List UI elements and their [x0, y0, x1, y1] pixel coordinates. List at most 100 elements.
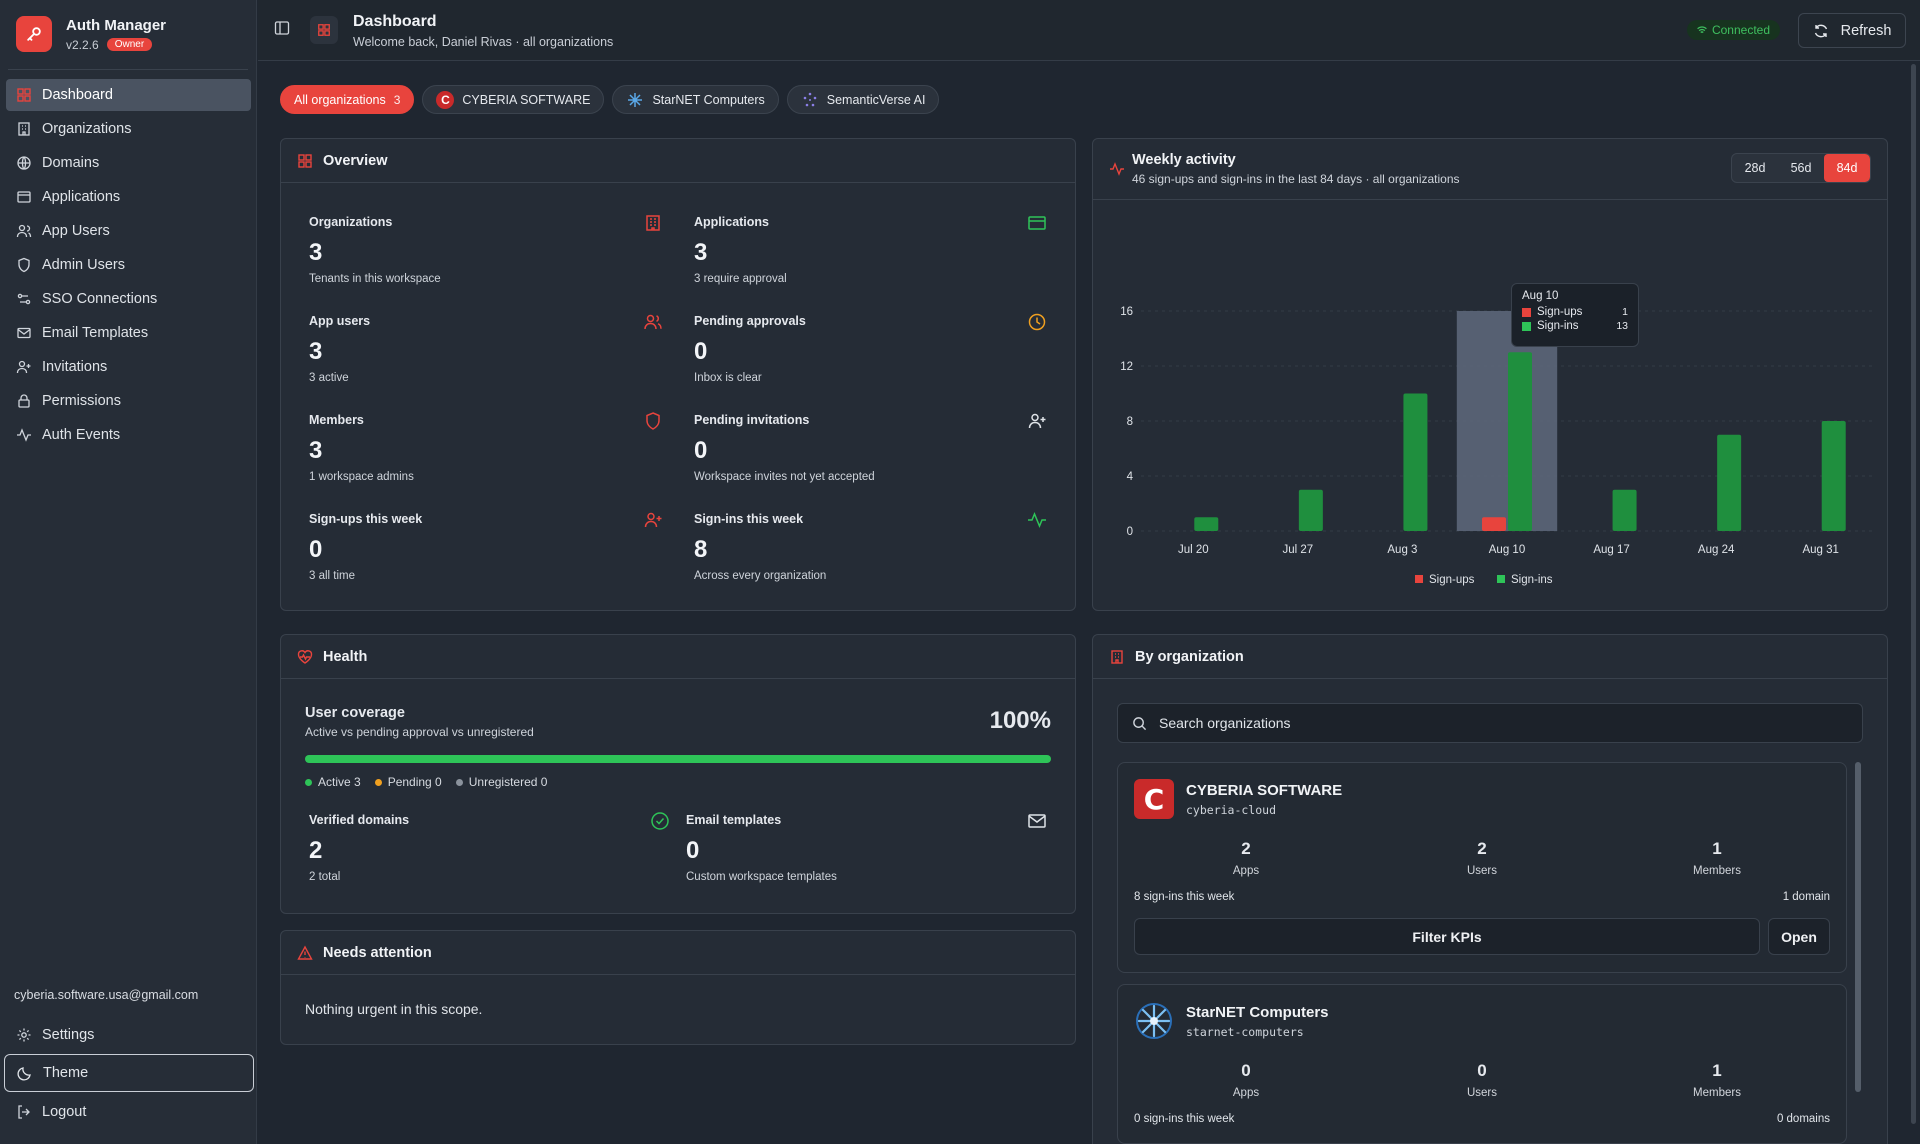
weekly-activity-title: Weekly activity: [1132, 152, 1236, 168]
user-plus-icon: [643, 510, 663, 533]
chip-label: StarNET Computers: [652, 92, 765, 107]
logout-label: Logout: [42, 1104, 87, 1120]
sidebar-item-organizations[interactable]: Organizations: [6, 113, 251, 145]
org-list-scrollbar[interactable]: [1855, 762, 1861, 1092]
kpi-label: App users: [309, 314, 371, 328]
org-name: StarNET Computers: [1186, 1004, 1329, 1021]
kpi-applications[interactable]: Applications 3 3 require approval: [694, 215, 787, 285]
org-slug: cyberia-cloud: [1186, 803, 1277, 817]
filter-kpis-button[interactable]: Filter KPIs: [1134, 918, 1760, 955]
kpi-sign-ins-this-week[interactable]: Sign-ins this week 8 Across every organi…: [694, 512, 826, 582]
x-tick-label: Aug 10: [1489, 544, 1525, 556]
chip-semanticverse-ai[interactable]: SemanticVerse AI: [786, 85, 940, 114]
needs-attention-title: Needs attention: [323, 944, 432, 961]
divider: [8, 69, 248, 70]
kpi-verified-domains[interactable]: Verified domains 2 2 total: [309, 813, 409, 883]
starnet-logo-icon: [1134, 1001, 1174, 1041]
sidebar-toggle-icon[interactable]: [274, 20, 290, 39]
sidebar-item-applications[interactable]: Applications: [6, 181, 251, 213]
activity-icon: [1027, 510, 1047, 533]
cyberia-logo-icon: C: [436, 90, 455, 109]
sidebar-item-email-templates[interactable]: Email Templates: [6, 317, 251, 349]
range-84d[interactable]: 84d: [1824, 154, 1870, 182]
overview-title: Overview: [323, 152, 388, 169]
chip-cyberia-software[interactable]: C CYBERIA SOFTWARE: [422, 85, 605, 114]
kpi-pending-invitations[interactable]: Pending invitations 0 Workspace invites …: [694, 413, 875, 483]
needs-attention-card: Needs attention Nothing urgent in this s…: [280, 930, 1076, 1045]
sidebar-item-domains[interactable]: Domains: [6, 147, 251, 179]
sidebar-item-permissions[interactable]: Permissions: [6, 385, 251, 417]
y-tick-label: 12: [1120, 361, 1133, 373]
search-icon: [1133, 716, 1147, 730]
activity-icon: [1109, 161, 1125, 180]
cyberia-logo-icon: C: [1134, 779, 1174, 819]
kpi-pending-approvals[interactable]: Pending approvals 0 Inbox is clear: [694, 314, 806, 384]
search-input[interactable]: Search organizations: [1117, 703, 1863, 743]
range-28d[interactable]: 28d: [1744, 161, 1766, 175]
check-circle-icon: [650, 811, 670, 834]
org-card-starnet-computers: StarNET Computers starnet-computers 0 App…: [1117, 984, 1847, 1144]
tooltip-date: Aug 10: [1522, 290, 1559, 302]
kpi-label: Applications: [694, 215, 770, 229]
grid-icon: [298, 153, 312, 168]
by-organization-title: By organization: [1135, 648, 1244, 665]
kpi-app-users[interactable]: App users 3 3 active: [309, 314, 370, 384]
kpi-value: 8: [694, 536, 708, 563]
health-card: Health User coverage Active vs pending a…: [280, 634, 1076, 914]
building-icon: [18, 122, 30, 136]
page-scrollbar[interactable]: [1911, 64, 1916, 1124]
building-icon: [1111, 649, 1123, 664]
bar-sign-ins: [1612, 489, 1637, 531]
alert-triangle-icon: [297, 945, 313, 960]
overview-card: Overview Organizations 3 Tenants in this…: [280, 138, 1076, 611]
legend-swatch: [1497, 575, 1505, 583]
sidebar-item-app-users[interactable]: App Users: [6, 215, 251, 247]
kpi-value: 2: [309, 837, 323, 864]
sidebar-item-label: Admin Users: [42, 257, 125, 273]
tooltip-label: Sign-ups: [1537, 306, 1583, 318]
wifi-icon: [1697, 26, 1707, 34]
x-tick-label: Aug 17: [1593, 544, 1629, 556]
org-stat-users: 2 Users: [1466, 839, 1498, 877]
logout-button[interactable]: Logout: [4, 1093, 254, 1131]
theme-button[interactable]: Theme: [4, 1054, 254, 1092]
tooltip-swatch: [1522, 307, 1531, 317]
sidebar-item-label: SSO Connections: [42, 291, 158, 307]
page-title: Dashboard: [353, 13, 437, 30]
key-icon: [16, 16, 52, 52]
mail-icon: [1027, 811, 1047, 834]
kpi-members[interactable]: Members 3 1 workspace admins: [309, 413, 414, 483]
chip-all-organizations[interactable]: All organizations 3: [280, 85, 415, 114]
bar-sign-ins: [1508, 352, 1532, 531]
kpi-note: Custom workspace templates: [686, 871, 837, 883]
kpi-email-templates[interactable]: Email templates 0 Custom workspace templ…: [686, 813, 837, 883]
needs-attention-message: Nothing urgent in this scope.: [305, 1001, 483, 1017]
sidebar: Auth Manager v2.2.6 Owner Dashboard Orga…: [0, 0, 257, 1144]
kpi-note: 3 require approval: [694, 273, 787, 285]
bar-sign-ins: [1717, 434, 1742, 531]
sidebar-item-auth-events[interactable]: Auth Events: [6, 419, 251, 451]
tooltip-value: 1: [1622, 306, 1628, 318]
org-domains: 1 domain: [1782, 891, 1830, 903]
chip-starnet-computers[interactable]: StarNET Computers: [612, 85, 779, 114]
open-org-button[interactable]: Open: [1768, 918, 1830, 955]
org-stat-apps: 0 Apps: [1232, 1061, 1260, 1099]
sidebar-item-sso-connections[interactable]: SSO Connections: [6, 283, 251, 315]
kpi-sign-ups-this-week[interactable]: Sign-ups this week 0 3 all time: [309, 512, 422, 582]
legend-label: Sign-ups: [1429, 574, 1475, 586]
refresh-button[interactable]: Refresh: [1798, 13, 1906, 48]
y-tick-label: 8: [1127, 416, 1133, 428]
connection-status-label: Connected: [1711, 23, 1770, 37]
settings-button[interactable]: Settings: [4, 1016, 254, 1054]
coverage-percent: 100%: [989, 707, 1051, 734]
legend-active: Active 3: [305, 775, 361, 789]
sidebar-item-dashboard[interactable]: Dashboard: [6, 79, 251, 111]
sidebar-item-invitations[interactable]: Invitations: [6, 351, 251, 383]
tooltip-value: 13: [1616, 320, 1628, 332]
range-56d[interactable]: 56d: [1790, 161, 1812, 175]
app-window-icon: [17, 191, 31, 203]
logout-icon: [18, 1105, 30, 1119]
sidebar-item-admin-users[interactable]: Admin Users: [6, 249, 251, 281]
activity-icon: [17, 428, 31, 442]
kpi-organizations[interactable]: Organizations 3 Tenants in this workspac…: [309, 215, 441, 285]
